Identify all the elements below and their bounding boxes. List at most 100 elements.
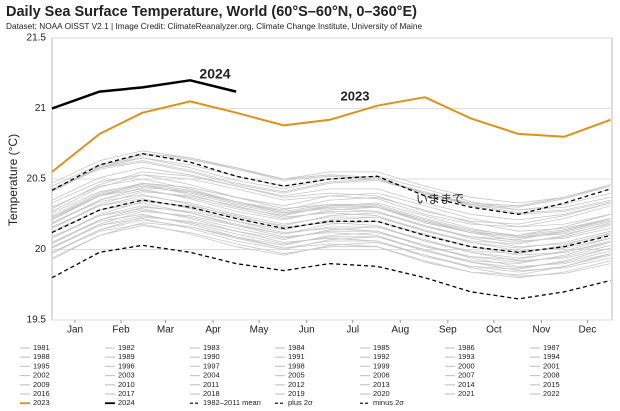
x-tick-label: Mar xyxy=(157,325,175,336)
x-tick-label: May xyxy=(250,325,269,336)
legend-label: 2023 xyxy=(33,398,50,407)
y-tick-label: 21.5 xyxy=(27,33,47,44)
series-line xyxy=(51,191,611,245)
legend-label: 2001 xyxy=(543,361,560,370)
series-line xyxy=(51,194,611,248)
legend-label: 2014 xyxy=(458,380,475,389)
legend-label: 2012 xyxy=(288,380,305,389)
series-line xyxy=(51,189,611,243)
series-line xyxy=(51,206,611,260)
legend-label: 2021 xyxy=(458,389,475,398)
series-line xyxy=(51,188,611,242)
series-line xyxy=(51,218,611,271)
series-line xyxy=(51,202,611,256)
legend-label: 2011 xyxy=(203,380,219,389)
series-line xyxy=(51,211,611,264)
legend-label: 2024 xyxy=(118,398,135,407)
legend-label: 2016 xyxy=(33,389,50,398)
legend-label: 1998 xyxy=(288,361,305,370)
series-line xyxy=(51,201,611,255)
legend-label: 2006 xyxy=(373,371,390,380)
y-tick-label: 19.5 xyxy=(27,315,47,326)
x-tick-label: Jun xyxy=(299,325,315,336)
legend-label: 2017 xyxy=(118,389,135,398)
legend-label: 1981 xyxy=(33,343,50,352)
series-line xyxy=(51,187,611,240)
legend-label: plus 2σ xyxy=(288,398,313,407)
x-tick-label: Sep xyxy=(439,325,457,336)
series-line xyxy=(51,213,611,267)
legend-label: 2019 xyxy=(288,389,305,398)
series-line xyxy=(51,199,611,253)
series-line xyxy=(51,185,611,239)
x-tick-label: Oct xyxy=(486,325,502,336)
series-line xyxy=(51,223,611,277)
legend-label: 1996 xyxy=(118,361,135,370)
series-line xyxy=(51,174,611,228)
series-line xyxy=(51,209,611,263)
legend-label: 2010 xyxy=(118,380,135,389)
chart-title: Daily Sea Surface Temperature, World (60… xyxy=(6,4,417,20)
annotation: 2024 xyxy=(199,66,230,82)
series-line xyxy=(51,225,611,279)
legend-label: 2004 xyxy=(203,371,220,380)
series-line xyxy=(51,154,611,208)
annotation: 2023 xyxy=(341,88,370,103)
x-tick-label: Dec xyxy=(579,325,597,336)
legend-label: 1995 xyxy=(33,361,50,370)
legend-label: 1989 xyxy=(118,352,135,361)
series-line xyxy=(51,195,611,249)
series-line xyxy=(51,79,237,110)
legend-label: 2018 xyxy=(203,389,220,398)
x-tick-label: Jul xyxy=(346,325,359,336)
legend-label: 2022 xyxy=(543,389,560,398)
series-line xyxy=(51,152,611,215)
legend-label: 2020 xyxy=(373,389,390,398)
y-tick-label: 20.5 xyxy=(27,174,47,185)
legend-label: 2005 xyxy=(288,371,305,380)
legend-label: 2002 xyxy=(33,371,50,380)
chart-subtitle: Dataset: NOAA OISST V2.1 | Image Credit:… xyxy=(6,21,422,31)
legend-label: 2009 xyxy=(33,380,50,389)
series-line xyxy=(51,244,611,300)
series-line xyxy=(51,182,611,236)
legend-label: minus 2σ xyxy=(373,398,404,407)
series-line xyxy=(51,208,611,262)
series-line xyxy=(51,160,611,214)
y-axis-label: Temperature (°C) xyxy=(6,134,20,226)
legend-label: 1987 xyxy=(543,343,560,352)
legend-label: 1994 xyxy=(543,352,560,361)
series-line xyxy=(51,184,611,238)
x-tick-label: Aug xyxy=(391,325,409,336)
legend-label: 1983 xyxy=(203,343,220,352)
series-line xyxy=(51,178,611,232)
legend-label: 1985 xyxy=(373,343,390,352)
series-line xyxy=(51,219,611,273)
legend-label: 1988 xyxy=(33,352,50,361)
legend-label: 1993 xyxy=(458,352,475,361)
x-tick-label: Feb xyxy=(112,325,130,336)
legend-label: 1991 xyxy=(288,352,305,361)
series-line xyxy=(51,216,611,270)
legend-label: 2015 xyxy=(543,380,560,389)
series-line xyxy=(51,96,611,173)
legend-label: 1984 xyxy=(288,343,305,352)
legend-label: 1982–2011 mean xyxy=(203,398,261,407)
annotation: いままで xyxy=(416,192,464,206)
legend-label: 2008 xyxy=(543,371,560,380)
legend-label: 2007 xyxy=(458,371,475,380)
legend-label: 2000 xyxy=(458,361,475,370)
x-tick-label: Apr xyxy=(205,325,221,336)
legend-label: 1997 xyxy=(203,361,220,370)
series-line xyxy=(51,222,611,276)
legend-label: 1999 xyxy=(373,361,390,370)
legend-label: 1982 xyxy=(118,343,135,352)
series-line xyxy=(51,167,611,221)
series-line xyxy=(51,198,611,252)
y-tick-label: 20 xyxy=(35,244,47,255)
legend-label: 1992 xyxy=(373,352,390,361)
legend-label: 2013 xyxy=(373,380,390,389)
legend-label: 1990 xyxy=(203,352,220,361)
legend-label: 1986 xyxy=(458,343,475,352)
